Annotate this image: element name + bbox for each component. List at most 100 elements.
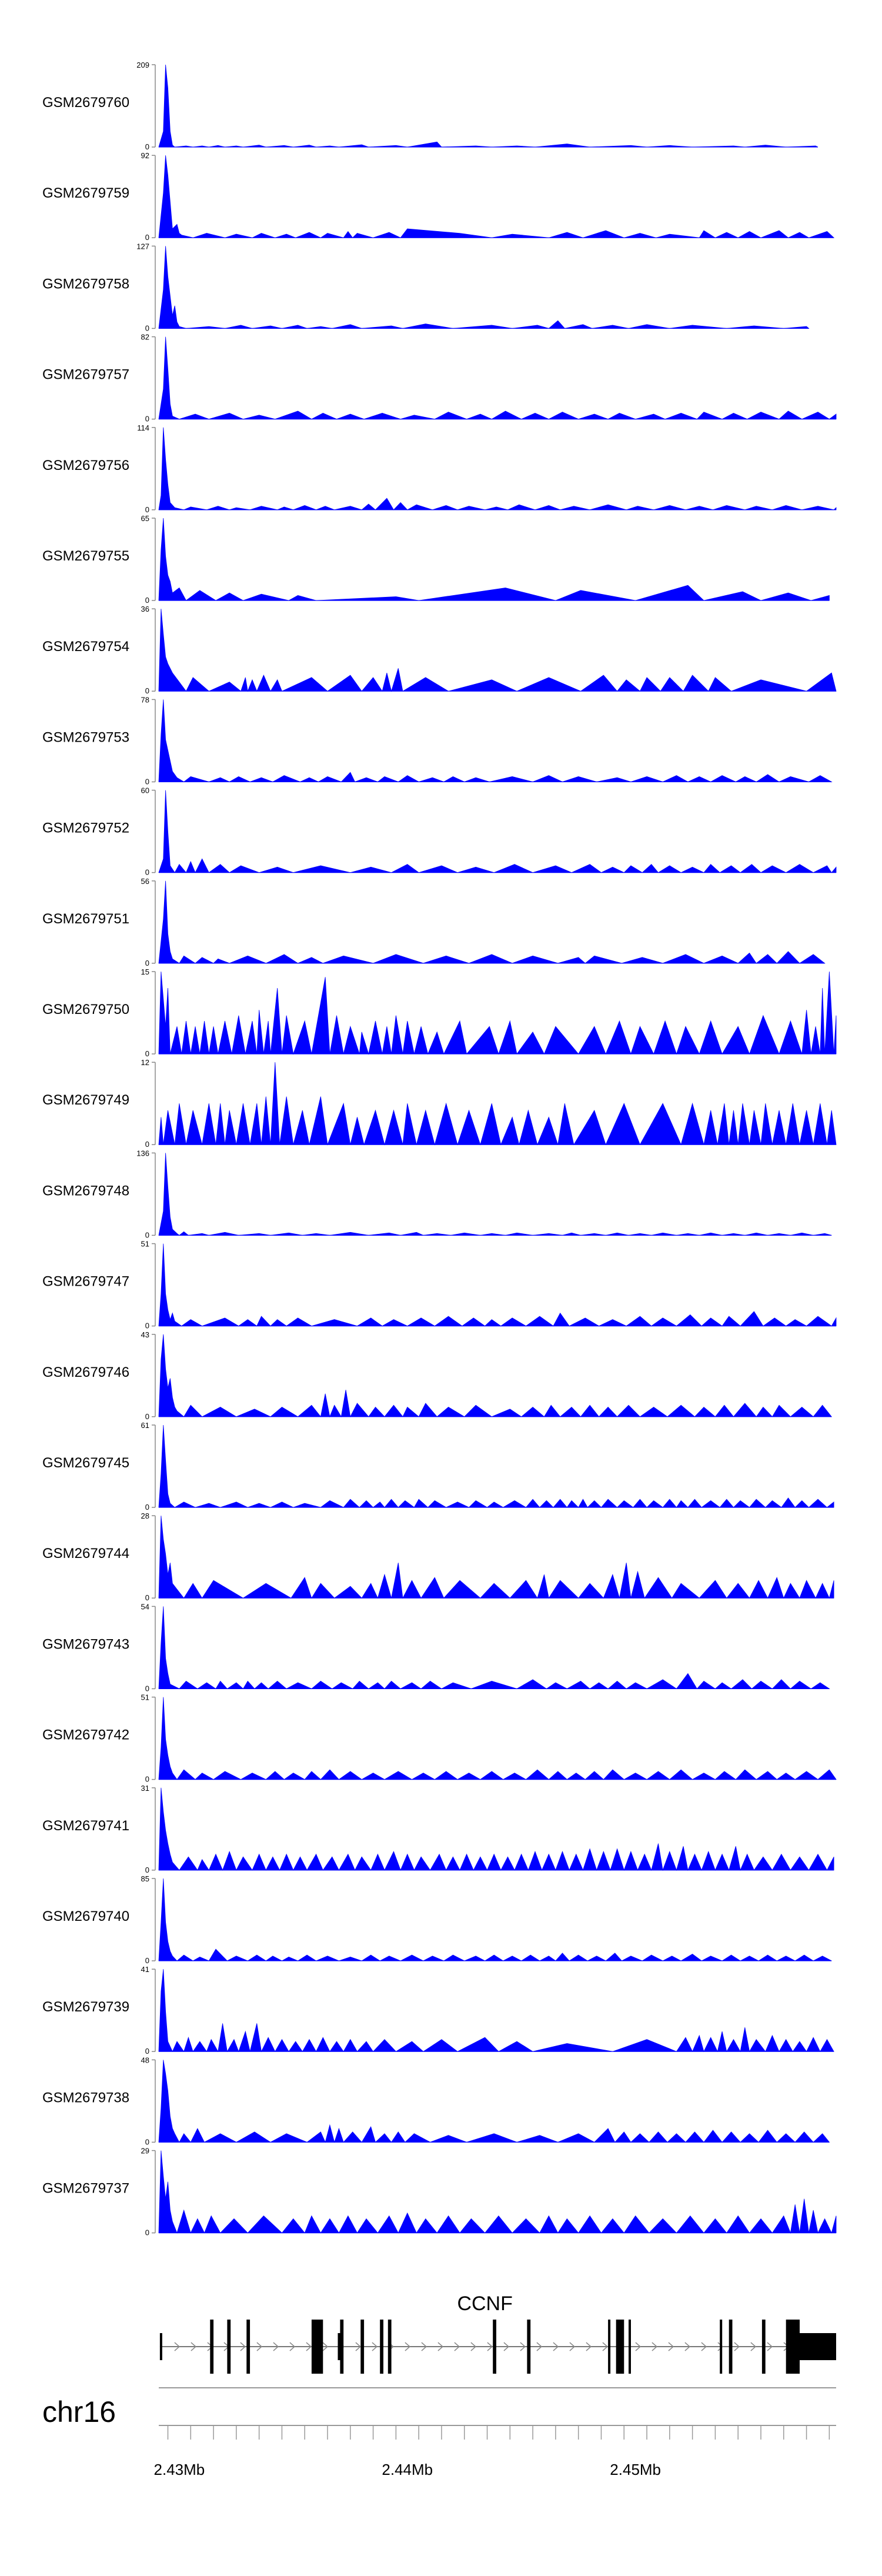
exon <box>210 2320 214 2374</box>
track-label: GSM2679757 <box>42 367 129 383</box>
track-min-label: 0 <box>145 777 149 786</box>
track-GSM2679759: GSM2679759 92 0 <box>42 151 835 242</box>
track-GSM2679748: GSM2679748 136 0 <box>42 1149 832 1239</box>
track-GSM2679756: GSM2679756 114 0 <box>42 423 837 514</box>
exon <box>227 2320 231 2374</box>
coverage-area <box>158 971 837 1055</box>
strand-arrow <box>191 2342 197 2351</box>
coverage-area <box>158 790 837 873</box>
strand-arrow <box>454 2342 460 2351</box>
exon <box>340 2320 344 2374</box>
track-label: GSM2679738 <box>42 2090 129 2105</box>
genome-axis: chr16 2.43Mb 2.44Mb 2.45Mb <box>42 2387 836 2478</box>
track-max-label: 51 <box>141 1693 149 1702</box>
coverage-area <box>158 1606 830 1690</box>
exon <box>729 2320 733 2374</box>
exon <box>629 2320 631 2374</box>
track-label: GSM2679743 <box>42 1636 129 1652</box>
track-max-label: 54 <box>141 1602 149 1611</box>
coverage-area <box>158 518 830 601</box>
track-GSM2679737: GSM2679737 29 0 <box>42 2147 837 2237</box>
track-min-label: 0 <box>145 2137 149 2146</box>
track-GSM2679739: GSM2679739 41 0 <box>42 1965 834 2056</box>
track-label: GSM2679745 <box>42 1455 129 1471</box>
coverage-area <box>158 64 818 148</box>
strand-arrow <box>520 2342 526 2351</box>
track-label: GSM2679752 <box>42 820 129 836</box>
coverage-area <box>158 1787 834 1871</box>
track-min-label: 0 <box>145 415 149 423</box>
strand-arrow <box>602 2342 609 2351</box>
strand-arrow <box>767 2342 773 2351</box>
axis-tick-label: 2.45Mb <box>610 2461 661 2478</box>
track-GSM2679742: GSM2679742 51 0 <box>42 1693 837 1784</box>
coverage-area <box>158 1153 832 1236</box>
track-GSM2679754: GSM2679754 36 0 <box>42 605 837 695</box>
strand-arrow <box>306 2342 312 2351</box>
track-max-label: 65 <box>141 514 149 523</box>
coverage-area <box>158 1334 833 1418</box>
track-GSM2679752: GSM2679752 60 0 <box>42 786 837 877</box>
exon <box>387 2320 392 2374</box>
strand-arrow <box>470 2342 477 2351</box>
track-max-label: 78 <box>141 695 149 704</box>
axis-tick-label: 2.43Mb <box>154 2461 205 2478</box>
track-label: GSM2679739 <box>42 1999 129 2015</box>
coverage-area <box>158 2150 837 2234</box>
track-min-label: 0 <box>145 323 149 332</box>
coverage-area <box>158 699 833 782</box>
track-GSM2679758: GSM2679758 127 0 <box>42 242 810 332</box>
track-max-label: 56 <box>141 877 149 886</box>
strand-arrow <box>586 2342 592 2351</box>
exon <box>360 2320 365 2374</box>
track-max-label: 41 <box>141 1965 149 1974</box>
track-label: GSM2679748 <box>42 1183 129 1199</box>
track-min-label: 0 <box>145 1322 149 1330</box>
track-label: GSM2679758 <box>42 276 129 292</box>
track-min-label: 0 <box>145 686 149 695</box>
strand-arrow <box>734 2342 740 2351</box>
track-label: GSM2679753 <box>42 729 129 745</box>
strand-arrow <box>569 2342 576 2351</box>
strand-arrows <box>174 2342 823 2351</box>
chromosome-label: chr16 <box>42 2395 116 2428</box>
track-max-label: 136 <box>136 1149 149 1157</box>
track-max-label: 61 <box>141 1421 149 1430</box>
exon <box>761 2320 766 2374</box>
track-min-label: 0 <box>145 1140 149 1149</box>
strand-arrow <box>289 2342 296 2351</box>
gene-exons <box>159 2320 836 2374</box>
strand-arrow <box>256 2342 263 2351</box>
track-GSM2679740: GSM2679740 85 0 <box>42 1874 832 1965</box>
track-GSM2679749: GSM2679749 12 0 <box>42 1058 837 1149</box>
track-max-label: 15 <box>141 967 149 976</box>
track-min-label: 0 <box>145 1049 149 1058</box>
track-min-label: 0 <box>145 1684 149 1693</box>
track-max-label: 114 <box>137 423 149 432</box>
strand-arrow <box>701 2342 707 2351</box>
track-max-label: 28 <box>141 1511 149 1520</box>
strand-arrow <box>355 2342 362 2351</box>
track-max-label: 127 <box>136 242 149 251</box>
axis-ticks: 2.43Mb 2.44Mb 2.45Mb <box>154 2425 830 2478</box>
strand-arrow <box>487 2342 493 2351</box>
strand-arrow <box>536 2342 543 2351</box>
track-max-label: 92 <box>141 151 149 160</box>
track-GSM2679757: GSM2679757 82 0 <box>42 333 837 423</box>
track-label: GSM2679750 <box>42 1002 129 1017</box>
track-label: GSM2679759 <box>42 185 129 201</box>
track-label: GSM2679741 <box>42 1818 129 1834</box>
coverage-area <box>158 609 837 692</box>
track-label: GSM2679749 <box>42 1092 129 1108</box>
coverage-area <box>158 1878 832 1961</box>
strand-arrow <box>553 2342 559 2351</box>
track-min-label: 0 <box>145 1230 149 1239</box>
track-GSM2679741: GSM2679741 31 0 <box>42 1784 834 1874</box>
exon <box>246 2320 250 2374</box>
strand-arrow <box>322 2342 329 2351</box>
track-label: GSM2679756 <box>42 458 129 473</box>
exon <box>786 2320 800 2374</box>
track-min-label: 0 <box>145 1503 149 1511</box>
strand-arrow <box>652 2342 658 2351</box>
